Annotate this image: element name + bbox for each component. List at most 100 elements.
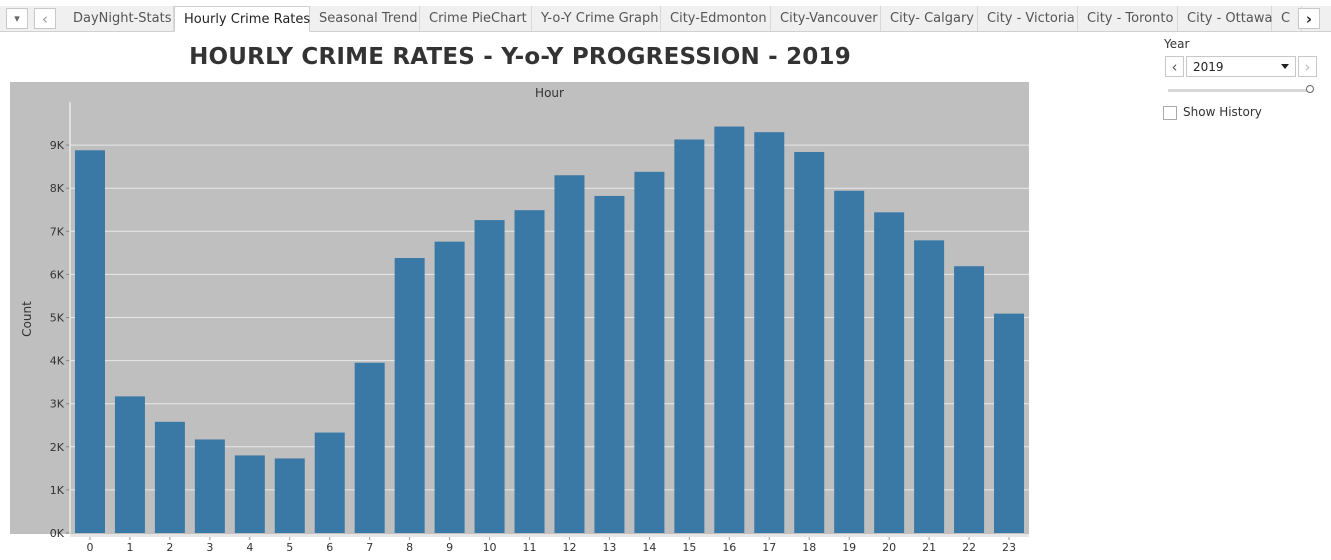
year-next-button[interactable]: ›: [1298, 56, 1317, 77]
x-tick-label: 19: [842, 541, 856, 554]
tab-label: DayNight-Stats: [73, 11, 172, 26]
tab-city-calgary[interactable]: City- Calgary: [881, 6, 978, 31]
tab-bar: ▾ ‹ DayNight-Stats Hourly Crime Rates Seas…: [0, 0, 1331, 38]
dropdown-arrow-icon: [1281, 64, 1289, 69]
bar: [634, 171, 665, 533]
y-tick-label: 2K: [50, 441, 65, 454]
x-axis-title: Hour: [535, 86, 564, 100]
bar: [914, 240, 945, 533]
bar: [354, 362, 385, 533]
tab-label: City-Edmonton: [670, 11, 767, 26]
y-tick-label: 7K: [50, 225, 65, 238]
tab-label: Seasonal Trend: [319, 11, 418, 26]
x-tick-label: 16: [722, 541, 736, 554]
x-tick-label: 1: [126, 541, 133, 554]
chevron-right-icon: ›: [1304, 57, 1311, 76]
tab-city-vancouver[interactable]: City-Vancouver: [771, 6, 881, 31]
y-tick-label: 0K: [50, 527, 65, 540]
tab-c[interactable]: C: [1272, 6, 1302, 31]
tab-label: City- Calgary: [890, 11, 974, 26]
x-tick-label: 0: [86, 541, 93, 554]
tab-seasonal-trend[interactable]: Seasonal Trend: [310, 6, 420, 31]
tab-city-ottawa[interactable]: City - Ottawa: [1178, 6, 1272, 31]
x-tick-label: 13: [602, 541, 616, 554]
x-tick-label: 8: [406, 541, 413, 554]
x-tick-label: 17: [762, 541, 776, 554]
y-axis-title: Count: [20, 301, 34, 337]
bar: [994, 313, 1025, 533]
x-tick-label: 5: [286, 541, 293, 554]
x-axis-line: [70, 534, 1029, 537]
bar: [274, 458, 305, 533]
year-slider-track[interactable]: [1168, 89, 1308, 92]
tab-label: Hourly Crime Rates: [184, 11, 311, 27]
x-tick-label: 3: [206, 541, 213, 554]
tab-city-edmonton[interactable]: City-Edmonton: [661, 6, 771, 31]
plot-background: [70, 82, 1029, 534]
chevron-down-icon: ▾: [14, 12, 20, 25]
bar: [154, 421, 185, 533]
tab-label: City - Ottawa: [1187, 11, 1273, 26]
bar: [434, 241, 465, 534]
bar: [714, 126, 745, 533]
y-tick-label: 8K: [50, 182, 65, 195]
bar: [954, 266, 985, 533]
bar: [794, 151, 825, 533]
bar: [554, 175, 585, 533]
tab-city-toronto[interactable]: City - Toronto: [1078, 6, 1178, 31]
x-tick-label: 11: [523, 541, 537, 554]
tab-scroll-right-button[interactable]: ›: [1298, 8, 1320, 29]
bar: [674, 139, 705, 533]
x-tick-label: 7: [366, 541, 373, 554]
year-slider-thumb[interactable]: [1306, 85, 1314, 93]
x-tick-label: 18: [802, 541, 816, 554]
x-tick-label: 4: [246, 541, 253, 554]
show-history-label: Show History: [1183, 105, 1262, 119]
year-select-value: 2019: [1193, 59, 1224, 74]
x-tick-label: 12: [562, 541, 576, 554]
bar: [754, 132, 785, 534]
x-tick-label: 23: [1002, 541, 1016, 554]
x-tick-label: 21: [922, 541, 936, 554]
tab-city-victoria[interactable]: City - Victoria: [978, 6, 1078, 31]
bar: [514, 210, 545, 533]
y-tick-label: 5K: [50, 312, 65, 325]
tab-daynight-stats[interactable]: DayNight-Stats: [64, 6, 174, 31]
year-select[interactable]: 2019: [1186, 56, 1296, 77]
page-title: HOURLY CRIME RATES - Y-o-Y PROGRESSION -…: [189, 44, 851, 70]
bar: [234, 455, 265, 533]
chevron-left-icon: ‹: [1171, 57, 1178, 76]
x-tick-label: 22: [962, 541, 976, 554]
bar: [594, 195, 625, 533]
y-tick-label: 4K: [50, 355, 65, 368]
y-tick-label: 3K: [50, 398, 65, 411]
bar: [194, 439, 225, 533]
x-tick-label: 6: [326, 541, 333, 554]
bar: [474, 220, 505, 533]
x-tick-label: 9: [446, 541, 453, 554]
chevron-right-icon: ›: [1305, 9, 1313, 28]
x-tick-label: 10: [483, 541, 497, 554]
year-filter-label: Year: [1164, 37, 1190, 51]
tab-label: C: [1281, 11, 1291, 26]
x-tick-label: 15: [682, 541, 696, 554]
bar: [114, 396, 145, 533]
tab-menu-button[interactable]: ▾: [6, 8, 28, 29]
bar: [314, 432, 345, 533]
chevron-left-icon: ‹: [42, 9, 48, 28]
tab-scroll-left-button[interactable]: ‹: [34, 8, 56, 29]
tab-crime-piechart[interactable]: Crime PieChart: [420, 6, 532, 31]
y-tick-label: 9K: [50, 139, 65, 152]
tab-label: City - Victoria: [987, 11, 1075, 26]
tab-label: City-Vancouver: [780, 11, 878, 26]
bar: [394, 258, 425, 533]
bar: [74, 150, 105, 533]
axis-panel-background: [10, 82, 70, 534]
show-history-checkbox[interactable]: [1163, 106, 1177, 120]
x-tick-label: 14: [642, 541, 656, 554]
tab-y-o-y-crime-graph[interactable]: Y-o-Y Crime Graph: [532, 6, 661, 31]
tab-hourly-crime-rates[interactable]: Hourly Crime Rates: [174, 6, 310, 32]
year-prev-button[interactable]: ‹: [1165, 56, 1184, 77]
bar: [874, 212, 905, 533]
